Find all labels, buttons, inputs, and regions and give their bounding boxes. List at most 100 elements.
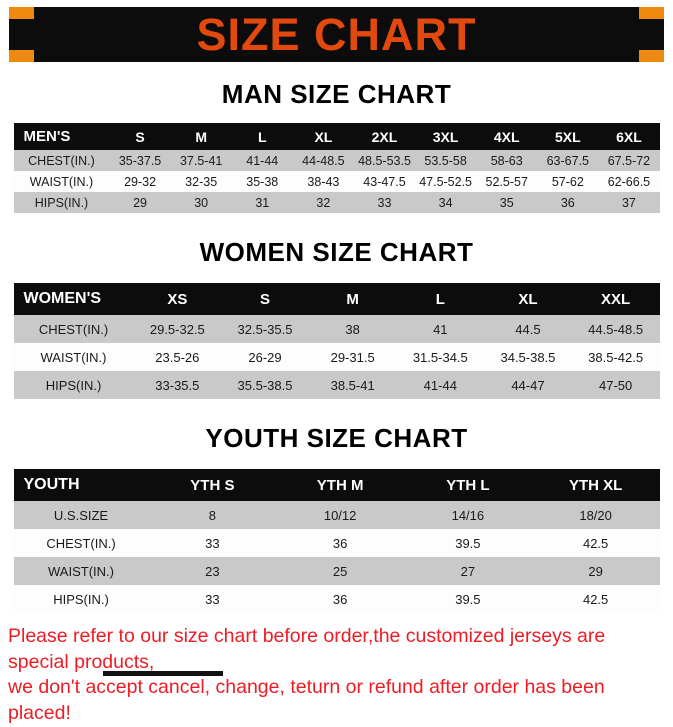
- measurement-value-cell: 36: [560, 195, 575, 210]
- measurement-value-cell: 26-29: [248, 349, 282, 365]
- youth-size-table: YOUTH YTH S YTH M YTH L YTH XL U.S.SIZE 8 10/12…: [13, 469, 660, 613]
- measurement-value-cell: 30: [194, 195, 209, 210]
- bottom-edge-mark: [103, 671, 223, 676]
- table-row: CHEST(IN.) 33 36 39.5 42.5: [13, 529, 660, 557]
- measurement-value-cell: 44.5-48.5: [588, 321, 644, 337]
- section-youth: YOUTH SIZE CHART YOUTH YTH S YTH M YTH L YTH…: [0, 423, 673, 613]
- table-row: WAIST(IN.) 23 25 27 29: [13, 557, 660, 585]
- measurement-value-cell: 8: [208, 507, 216, 523]
- size-column-header: YTH L: [404, 469, 532, 501]
- measurement-value-cell: 38: [345, 321, 360, 337]
- measurement-value-cell: 67.5-72: [607, 153, 651, 168]
- measurement-value-cell: 42.5: [582, 535, 609, 551]
- row-label-cell: HIPS(IN.): [53, 591, 109, 607]
- measurement-value-cell: 41: [433, 321, 448, 337]
- measurement-value-cell: 47-50: [599, 377, 633, 393]
- women-section-heading: WOMEN SIZE CHART: [199, 237, 474, 267]
- row-label-cell: WAIST(IN.): [29, 174, 94, 189]
- measurement-value-cell: 14/16: [451, 507, 485, 523]
- row-label-cell: HIPS(IN.): [34, 195, 89, 210]
- page-title: SIZE CHART: [196, 8, 477, 60]
- measurement-value-cell: 35.5-38.5: [237, 377, 293, 393]
- measurement-value-cell: 57-62: [551, 174, 584, 189]
- measurement-value-cell: 36: [332, 591, 348, 607]
- corner-accent-top-left: [9, 7, 34, 19]
- table-header-row: MEN'S S M L XL 2XL 3XL 4XL 5XL 6XL: [13, 123, 660, 150]
- measurement-value-cell: 43-47.5: [363, 174, 406, 189]
- size-column-header: XXL: [571, 283, 660, 315]
- measurement-value-cell: 29-31.5: [330, 349, 375, 365]
- row-label-cell: HIPS(IN.): [45, 377, 102, 393]
- measurement-value-cell: 25: [332, 563, 348, 579]
- size-chart-banner: SIZE CHART: [9, 7, 664, 62]
- table-row: CHEST(IN.) 35-37.5 37.5-41 41-44 44-48.5 48.5…: [13, 150, 660, 171]
- measurement-value-cell: 29.5-32.5: [149, 321, 205, 337]
- women-size-table: WOMEN'S XS S M L XL XXL CHEST(IN.) 29.5-32.5 32.5…: [13, 283, 660, 399]
- measurement-value-cell: 52.5-57: [485, 174, 528, 189]
- row-label-cell: U.S.SIZE: [53, 507, 109, 523]
- size-column-header: 3XL: [415, 123, 477, 150]
- table-row: HIPS(IN.) 33 36 39.5 42.5: [13, 585, 660, 613]
- measurement-value-cell: 35-37.5: [118, 153, 162, 168]
- measurement-value-cell: 38-43: [307, 174, 340, 189]
- measurement-value-cell: 32.5-35.5: [237, 321, 293, 337]
- measurement-value-cell: 29: [588, 563, 603, 579]
- table-header-row: YOUTH YTH S YTH M YTH L YTH XL: [13, 469, 660, 501]
- measurement-value-cell: 33: [205, 591, 220, 607]
- row-label-cell: CHEST(IN.): [46, 535, 116, 551]
- size-column-header: XL: [292, 123, 354, 150]
- measurement-value-cell: 31: [255, 195, 270, 210]
- measurement-value-cell: 29: [133, 195, 147, 210]
- size-column-header: 4XL: [476, 123, 538, 150]
- measurement-value-cell: 23: [205, 563, 220, 579]
- row-label-cell: CHEST(IN.): [38, 321, 109, 337]
- measurement-value-cell: 39.5: [455, 591, 481, 607]
- measurement-value-cell: 62-66.5: [607, 174, 651, 189]
- row-label-cell: CHEST(IN.): [28, 153, 95, 168]
- table-title-cell: YOUTH: [13, 469, 149, 501]
- size-column-header: XL: [484, 283, 572, 315]
- corner-accent-bottom-left: [9, 50, 34, 62]
- measurement-value-cell: 44-48.5: [302, 153, 345, 168]
- measurement-value-cell: 27: [460, 563, 476, 579]
- table-row: U.S.SIZE 8 10/12 14/16 18/20: [13, 501, 660, 529]
- size-column-header: 2XL: [353, 123, 416, 150]
- table-title-cell: MEN'S: [13, 123, 110, 150]
- measurement-value-cell: 36: [332, 535, 348, 551]
- size-column-header: M: [308, 283, 397, 315]
- section-men: MAN SIZE CHART MEN'S S M L XL 2XL 3XL 4XL 5XL 6XL…: [0, 79, 673, 213]
- size-column-header: S: [109, 123, 171, 150]
- measurement-value-cell: 35: [499, 195, 514, 210]
- measurement-value-cell: 10/12: [323, 507, 357, 523]
- men-size-table: MEN'S S M L XL 2XL 3XL 4XL 5XL 6XL CHEST(IN.) 35-37…: [13, 123, 660, 213]
- size-column-header: YTH XL: [531, 469, 660, 501]
- measurement-value-cell: 42.5: [582, 591, 609, 607]
- measurement-value-cell: 34.5-38.5: [500, 349, 556, 365]
- table-row: HIPS(IN.) 29 30 31 32 33 34 35 36 37: [13, 192, 660, 213]
- size-column-header: 5XL: [537, 123, 599, 150]
- measurement-value-cell: 37: [621, 195, 636, 210]
- section-women: WOMEN SIZE CHART WOMEN'S XS S M L XL XXL CHEST(…: [0, 237, 673, 399]
- measurement-value-cell: 63-67.5: [546, 153, 590, 168]
- measurement-value-cell: 44-47: [511, 377, 545, 393]
- footer-disclaimer-line1: Please refer to our size chart before or…: [8, 625, 606, 673]
- measurement-value-cell: 47.5-52.5: [419, 174, 473, 189]
- measurement-value-cell: 23.5-26: [155, 349, 200, 365]
- footer-disclaimer-line2: we don't accept cancel, change, teturn o…: [8, 676, 605, 725]
- measurement-value-cell: 41-44: [246, 153, 279, 168]
- size-column-header: YTH S: [148, 469, 277, 501]
- measurement-value-cell: 33: [377, 195, 392, 210]
- measurement-value-cell: 58-63: [490, 153, 523, 168]
- size-column-header: 6XL: [598, 123, 660, 150]
- measurement-value-cell: 44.5: [515, 321, 541, 337]
- row-label-cell: WAIST(IN.): [48, 563, 114, 579]
- corner-accent-bottom-right: [639, 50, 664, 62]
- row-label-cell: WAIST(IN.): [40, 349, 107, 365]
- table-row: WAIST(IN.) 23.5-26 26-29 29-31.5 31.5-34.5 34…: [13, 343, 660, 371]
- measurement-value-cell: 33-35.5: [155, 377, 200, 393]
- table-title-cell: WOMEN'S: [13, 283, 134, 315]
- size-column-header: L: [231, 123, 293, 150]
- measurement-value-cell: 35-38: [246, 174, 279, 189]
- measurement-value-cell: 48.5-53.5: [358, 153, 411, 168]
- table-header-row: WOMEN'S XS S M L XL XXL: [13, 283, 660, 315]
